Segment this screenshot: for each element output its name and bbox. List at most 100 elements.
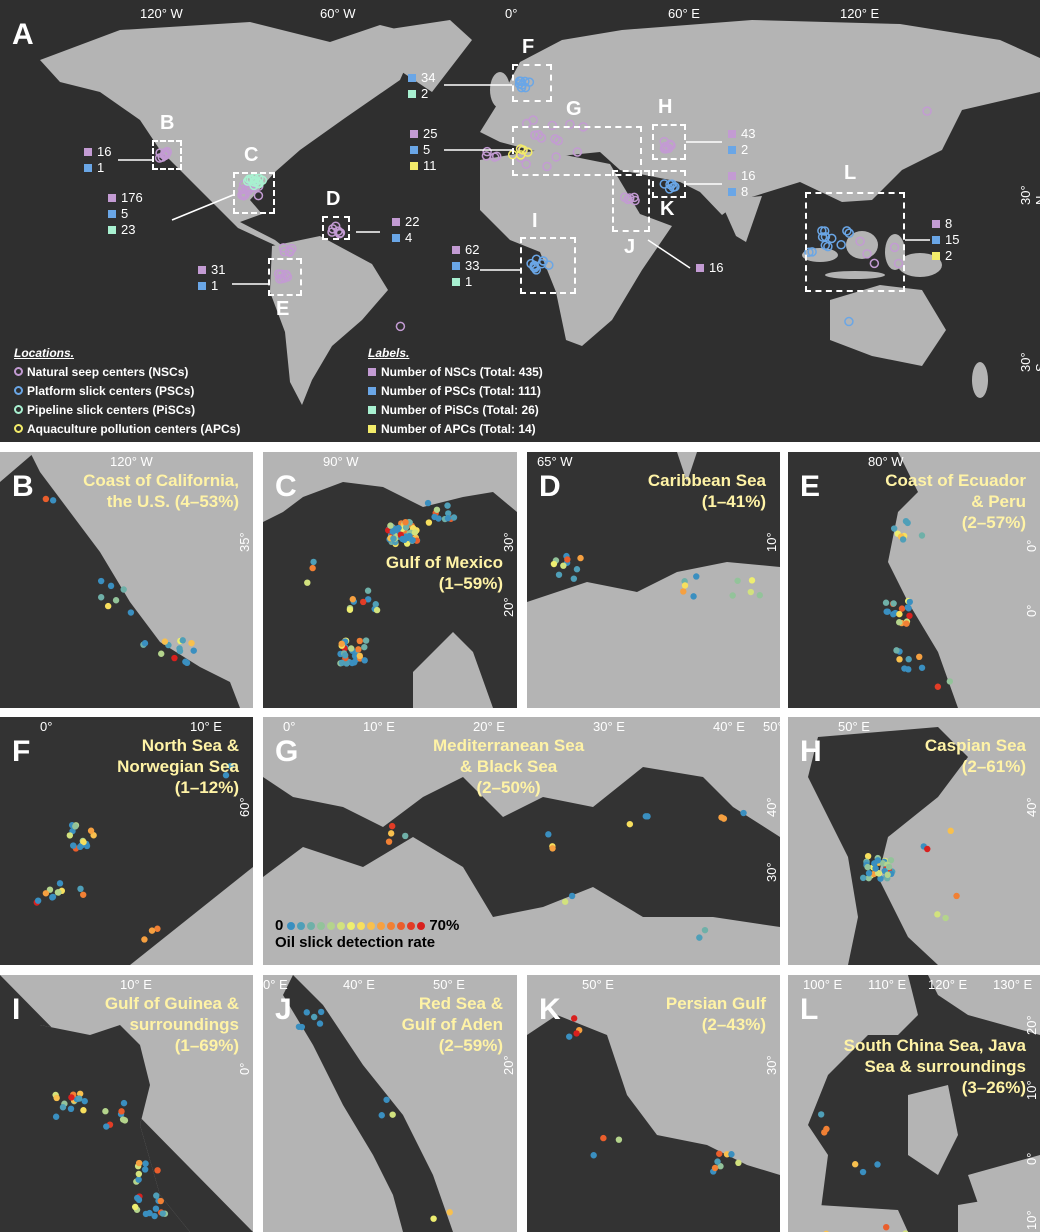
count-value: 2 (421, 86, 429, 101)
oil-slick-dot (309, 564, 316, 572)
axis-label: 30° E (593, 719, 625, 734)
region-box-h[interactable] (652, 124, 686, 160)
oil-slick-dot (190, 647, 197, 654)
oil-slick-dot (904, 519, 911, 527)
square-icon (932, 236, 940, 244)
region-label-e: E (276, 298, 290, 320)
oil-slick-dot (545, 831, 552, 838)
region-box-f[interactable] (512, 64, 552, 102)
oil-slick-dot (102, 1108, 109, 1115)
panel-title: Gulf of Mexico (1–59%) (386, 552, 503, 594)
region-box-c[interactable] (233, 172, 275, 214)
title-line: Red Sea & (418, 994, 503, 1013)
region-label-b: B (160, 112, 175, 134)
region-box-i[interactable] (520, 237, 576, 294)
axis-label: 50° E (582, 977, 614, 992)
panel-letter: L (800, 993, 819, 1026)
title-line: South China Sea, Java (843, 1036, 1026, 1055)
nsc-marker (161, 150, 171, 160)
region-box-j[interactable] (612, 170, 650, 232)
region-box-b[interactable] (152, 140, 182, 170)
axis-label: 10° S (1024, 1210, 1040, 1230)
oil-slick-dot (104, 602, 112, 610)
panel-title: Gulf of Guinea & surroundings (1–69%) (105, 993, 239, 1056)
landmass (888, 452, 1040, 708)
count-value: 2 (945, 248, 953, 263)
scale-swatch (287, 921, 296, 930)
scale-swatch (327, 921, 336, 930)
count-value: 31 (211, 262, 226, 277)
oil-slick-dot (549, 845, 556, 852)
region-box-g[interactable] (512, 126, 642, 176)
oil-slick-dot (80, 838, 87, 846)
count-value: 1 (211, 278, 219, 293)
landmass (413, 632, 493, 708)
region-box-e[interactable] (268, 258, 302, 296)
oil-slick-dot (317, 1008, 325, 1016)
psc-marker (844, 316, 854, 327)
landmass (818, 1205, 908, 1232)
oil-slick-dot (906, 598, 913, 606)
landmass (958, 1195, 1038, 1232)
nsc-marker (335, 228, 346, 238)
oil-slick-dot (714, 1158, 721, 1165)
scale-swatch (317, 921, 326, 930)
title-line: (1–12%) (174, 778, 239, 797)
count-group-f: 34 2 (408, 70, 435, 102)
oil-slick-dot (34, 897, 42, 904)
oil-slick-dot (120, 586, 127, 593)
oil-slick-dot (430, 1215, 437, 1222)
nsc-marker (855, 236, 865, 247)
oil-slick-dot (70, 842, 77, 849)
oil-slick-dot (356, 637, 363, 645)
region-box-k[interactable] (652, 170, 686, 198)
nsc-marker (869, 258, 880, 269)
region-label-k: K (660, 198, 675, 220)
oil-slick-dot (883, 608, 890, 615)
square-icon (84, 148, 92, 156)
count-value: 4 (405, 230, 413, 245)
square-icon (198, 266, 206, 274)
oil-slick-dot (179, 637, 186, 644)
count-value: 16 (709, 260, 724, 275)
panel-letter: F (12, 735, 31, 768)
sea (0, 1025, 190, 1232)
nsc-marker (659, 136, 669, 147)
circle-icon (14, 405, 23, 414)
region-box-l[interactable] (805, 192, 905, 292)
oil-slick-dot (906, 612, 913, 619)
nsc-marker (542, 161, 552, 172)
oil-slick-dot (80, 891, 87, 898)
square-icon (410, 162, 418, 170)
region-box-d[interactable] (322, 216, 350, 240)
oil-slick-dot (343, 660, 350, 667)
oil-slick-dot (573, 1030, 580, 1037)
square-icon (408, 90, 416, 98)
panel-letter: B (12, 470, 34, 503)
oil-slick-dot (135, 1170, 143, 1178)
oil-slick-dot (693, 573, 700, 580)
oil-slick-dot (402, 832, 409, 840)
landmass (283, 975, 453, 1232)
psc-marker (844, 228, 854, 238)
scale-swatch (347, 921, 356, 930)
oil-slick-dot (120, 1099, 128, 1107)
oil-slick-dot (142, 1210, 150, 1218)
count-value: 16 (97, 144, 112, 159)
oil-slick-dot (107, 582, 115, 590)
oil-slick-dot (356, 652, 364, 660)
nsc-marker (666, 140, 676, 151)
oil-slick-dot (80, 1107, 87, 1114)
oil-slick-dot (896, 656, 903, 663)
apc-marker (518, 145, 528, 155)
oil-slick-dot (42, 495, 50, 503)
panel-title: Mediterranean Sea & Black Sea (2–50%) (433, 735, 584, 798)
nsc-marker (565, 119, 575, 130)
oil-slick-dot (890, 600, 897, 607)
count-value: 1 (97, 160, 105, 175)
scale-min: 0 (275, 917, 284, 934)
psc-marker (531, 265, 542, 275)
square-icon (84, 164, 92, 172)
oil-slick-dot (77, 885, 84, 893)
count-group-d: 22 4 (392, 214, 419, 246)
